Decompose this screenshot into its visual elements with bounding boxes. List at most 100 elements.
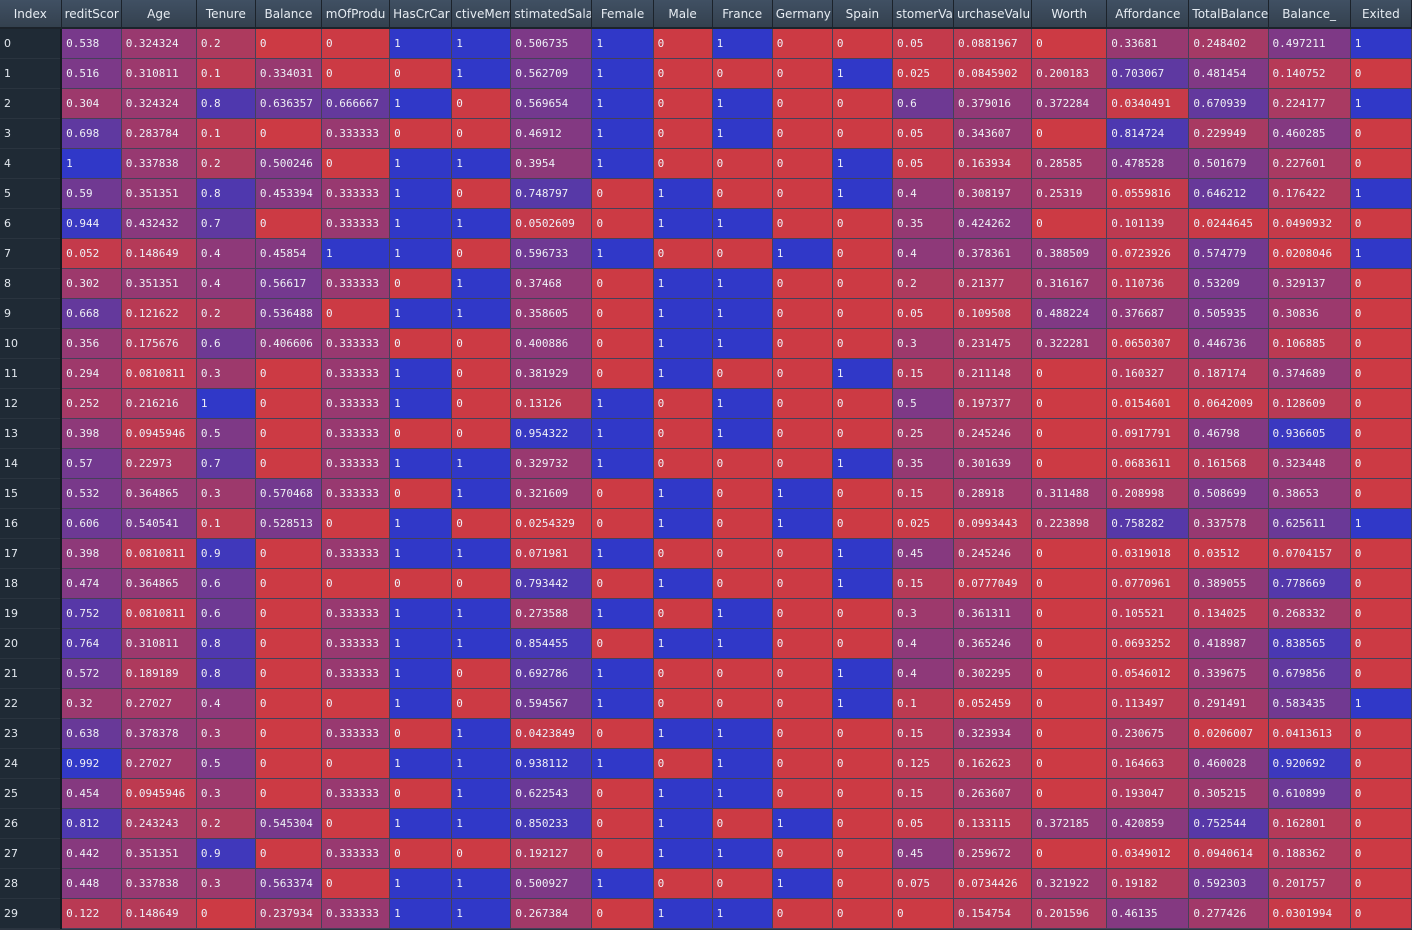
table-cell[interactable]: 0.329137 [1268,268,1351,299]
table-cell[interactable]: 0.277426 [1188,898,1269,929]
table-cell[interactable]: 1 [389,178,453,209]
table-cell[interactable]: 0 [255,658,323,689]
table-cell[interactable]: 1 [653,178,713,209]
table-cell[interactable]: 0.625611 [1268,508,1351,539]
table-cell[interactable]: 0 [772,778,833,809]
table-cell[interactable]: 0.920692 [1268,748,1351,779]
table-cell[interactable]: 0 [451,658,512,689]
table-cell[interactable]: 0 [1031,718,1108,749]
table-cell[interactable]: 0 [591,328,654,359]
table-cell[interactable]: 0 [832,268,893,299]
table-cell[interactable]: 0 [1031,388,1108,419]
table-cell[interactable]: 0 [389,478,453,509]
table-cell[interactable]: 0 [389,328,453,359]
table-cell[interactable]: 0.583435 [1268,688,1351,719]
table-cell[interactable]: 0.4 [196,268,256,299]
header-index[interactable]: Index [0,0,62,29]
table-cell[interactable]: 1 [451,208,512,239]
table-cell[interactable]: 0 [1031,598,1108,629]
table-cell[interactable]: 0 [653,748,713,779]
table-cell[interactable]: 0.291491 [1188,688,1269,719]
table-cell[interactable]: 0.0945946 [121,778,197,809]
table-cell[interactable]: 0 [832,898,893,929]
table-cell[interactable]: 1 [389,598,453,629]
table-cell[interactable]: 0 [451,88,512,119]
table-cell[interactable]: 1 [196,388,256,419]
table-cell[interactable]: 0 [772,118,833,149]
table-cell[interactable]: 0 [1031,568,1108,599]
table-cell[interactable]: 0 [321,148,391,179]
column-header[interactable]: Spain [832,0,893,29]
table-cell[interactable]: 0 [653,88,713,119]
table-cell[interactable]: 0.302 [61,268,122,299]
table-cell[interactable]: 0 [772,748,833,779]
table-cell[interactable]: 1 [389,388,453,419]
table-cell[interactable]: 0.0206007 [1188,718,1269,749]
table-cell[interactable]: 0.53209 [1188,268,1269,299]
table-cell[interactable]: 1 [389,88,453,119]
table-cell[interactable]: 0.0845902 [953,58,1033,89]
table-cell[interactable]: 0.3 [196,778,256,809]
table-cell[interactable]: 1 [591,118,654,149]
table-cell[interactable]: 1 [591,388,654,419]
table-cell[interactable]: 0.15 [892,778,955,809]
table-cell[interactable]: 0 [772,658,833,689]
column-header[interactable]: Affordance [1106,0,1190,29]
table-cell[interactable]: 0 [255,118,323,149]
table-cell[interactable]: 0 [321,58,391,89]
table-cell[interactable]: 0.301639 [953,448,1033,479]
table-cell[interactable]: 0 [1031,688,1108,719]
table-cell[interactable]: 1 [389,748,453,779]
table-cell[interactable]: 1 [321,238,391,269]
table-cell[interactable]: 0.764 [61,628,122,659]
table-cell[interactable]: 0.28918 [953,478,1033,509]
table-cell[interactable]: 0 [1350,448,1412,479]
table-cell[interactable]: 0.125 [892,748,955,779]
table-cell[interactable]: 0.245246 [953,538,1033,569]
table-cell[interactable]: 0.0349012 [1106,838,1190,869]
table-cell[interactable]: 0.594567 [510,688,593,719]
table-cell[interactable]: 0.305215 [1188,778,1269,809]
table-cell[interactable]: 1 [772,868,833,899]
table-cell[interactable]: 0.268332 [1268,598,1351,629]
table-cell[interactable]: 0 [832,778,893,809]
table-cell[interactable]: 0.56617 [255,268,323,299]
table-cell[interactable]: 0 [1350,718,1412,749]
table-cell[interactable]: 1 [712,208,773,239]
table-cell[interactable]: 0.389055 [1188,568,1269,599]
table-cell[interactable]: 0.05 [892,118,955,149]
table-cell[interactable]: 0 [389,718,453,749]
table-cell[interactable]: 0 [1031,778,1108,809]
table-cell[interactable]: 0.398 [61,538,122,569]
table-cell[interactable]: 0.101139 [1106,208,1190,239]
table-cell[interactable]: 0.497211 [1268,28,1351,59]
table-cell[interactable]: 1 [389,208,453,239]
table-cell[interactable]: 0.32 [61,688,122,719]
table-cell[interactable]: 1 [591,598,654,629]
table-cell[interactable]: 0.106885 [1268,328,1351,359]
table-cell[interactable]: 0.15 [892,718,955,749]
table-cell[interactable]: 1 [591,538,654,569]
table-cell[interactable]: 0.45 [892,838,955,869]
table-cell[interactable]: 0.954322 [510,418,593,449]
table-cell[interactable]: 0 [321,508,391,539]
table-cell[interactable]: 0.267384 [510,898,593,929]
table-cell[interactable]: 1 [389,868,453,899]
table-cell[interactable]: 1 [389,508,453,539]
table-cell[interactable]: 0.0546012 [1106,658,1190,689]
table-cell[interactable]: 0 [389,778,453,809]
table-cell[interactable]: 0.528513 [255,508,323,539]
table-cell[interactable]: 1 [772,238,833,269]
table-cell[interactable]: 0.540541 [121,508,197,539]
table-cell[interactable]: 0.854455 [510,628,593,659]
table-cell[interactable]: 0 [712,658,773,689]
table-cell[interactable]: 1 [653,568,713,599]
table-cell[interactable]: 0.378361 [953,238,1033,269]
table-cell[interactable]: 0.596733 [510,238,593,269]
table-cell[interactable]: 0.666667 [321,88,391,119]
table-cell[interactable]: 0 [712,238,773,269]
table-cell[interactable]: 0.15 [892,568,955,599]
table-cell[interactable]: 0.0208046 [1268,238,1351,269]
table-cell[interactable]: 0.15 [892,358,955,389]
table-cell[interactable]: 0 [451,178,512,209]
